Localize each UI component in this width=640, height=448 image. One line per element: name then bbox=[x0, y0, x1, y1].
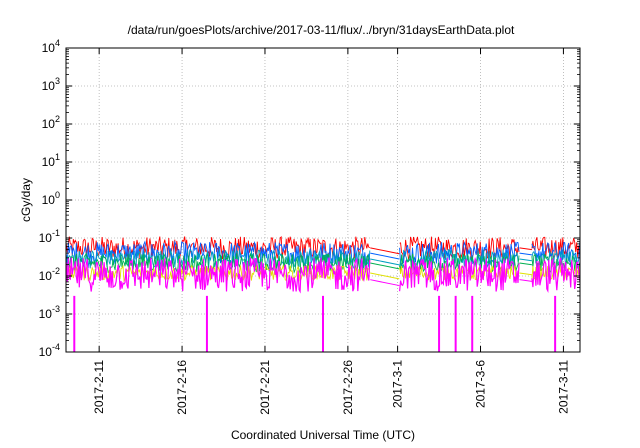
series-2-segment bbox=[65, 249, 371, 269]
series-2-gap-bridge bbox=[519, 258, 532, 262]
series-5-gap-bridge bbox=[519, 279, 532, 282]
y-tick-label: 10-1 bbox=[39, 228, 60, 245]
series-5-trace bbox=[65, 257, 581, 294]
x-tick-label: 2017-2-26 bbox=[341, 360, 355, 415]
y-tick-label: 101 bbox=[42, 152, 60, 169]
y-tick-label: 102 bbox=[42, 114, 60, 131]
x-tick-label: 2017-3-6 bbox=[474, 360, 488, 408]
x-axis-label: Coordinated Universal Time (UTC) bbox=[231, 428, 415, 442]
y-axis-ticks: 10-4 10-3 10-2 10-1 100 101 102 103 104 bbox=[39, 38, 580, 359]
data-layer bbox=[65, 236, 581, 352]
series-1-gap-bridge bbox=[370, 252, 400, 260]
y-tick-label: 10-2 bbox=[39, 266, 60, 283]
series-4-gap-bridge bbox=[370, 272, 400, 280]
series-4-gap-bridge bbox=[519, 272, 532, 276]
y-tick-label: 104 bbox=[42, 38, 60, 55]
x-tick-label: 2017-3-1 bbox=[391, 360, 405, 408]
series-3-gap-bridge bbox=[519, 262, 532, 266]
series-0-gap-bridge bbox=[370, 247, 400, 255]
y-axis-label: cGy/day bbox=[19, 178, 33, 222]
series-5-gap-bridge bbox=[370, 279, 400, 287]
series-2-gap-bridge bbox=[370, 258, 400, 266]
series-0-segment bbox=[531, 236, 581, 260]
series-1-gap-bridge bbox=[519, 252, 532, 256]
y-tick-label: 10-4 bbox=[39, 342, 60, 359]
series-0-gap-bridge bbox=[519, 247, 532, 251]
y-tick-label: 103 bbox=[42, 76, 60, 93]
series-5-segment bbox=[65, 257, 371, 294]
series-3-gap-bridge bbox=[370, 262, 400, 270]
x-tick-label: 2017-3-11 bbox=[556, 360, 570, 414]
chart-title: /data/run/goesPlots/archive/2017-03-11/f… bbox=[128, 23, 515, 37]
x-axis-ticks: 2017-2-11 2017-2-16 2017-2-21 2017-2-26 2017… bbox=[92, 48, 570, 415]
x-tick-label: 2017-2-11 bbox=[92, 360, 106, 414]
y-tick-label: 10-3 bbox=[39, 304, 60, 321]
series-5-segment bbox=[399, 257, 520, 292]
series-5-segment bbox=[531, 257, 581, 293]
x-tick-label: 2017-2-21 bbox=[258, 360, 272, 415]
y-tick-label: 100 bbox=[42, 190, 60, 207]
x-tick-label: 2017-2-16 bbox=[175, 360, 189, 415]
